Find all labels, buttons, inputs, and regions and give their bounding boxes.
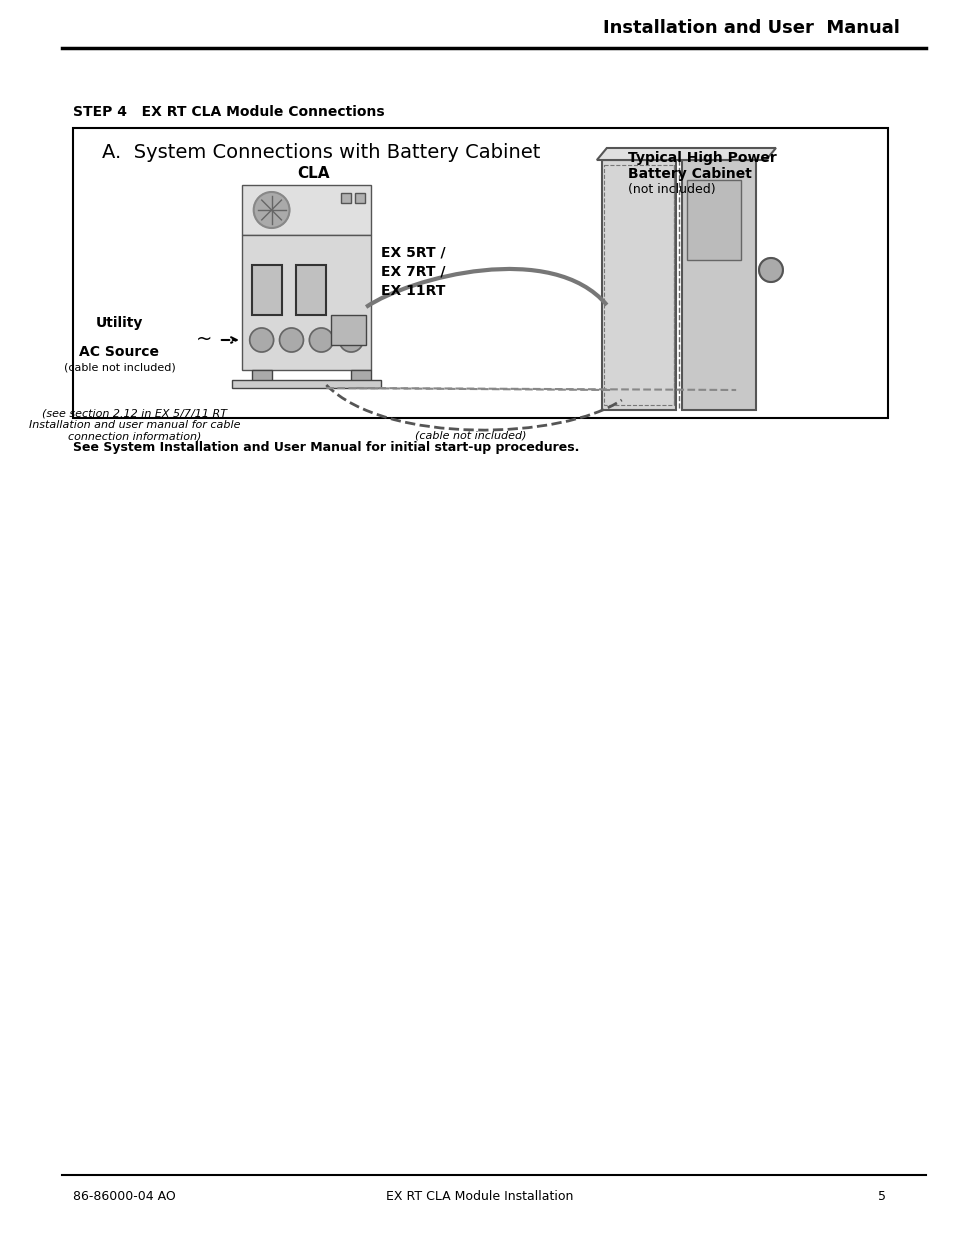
Text: A.  System Connections with Battery Cabinet: A. System Connections with Battery Cabin… <box>102 142 540 162</box>
Bar <box>252 370 272 382</box>
Bar <box>232 380 380 388</box>
Circle shape <box>309 329 333 352</box>
Circle shape <box>279 329 303 352</box>
Text: 86-86000-04 AO: 86-86000-04 AO <box>72 1191 175 1203</box>
Bar <box>241 185 371 235</box>
Bar <box>603 165 673 405</box>
Circle shape <box>759 258 782 282</box>
Bar <box>331 315 366 345</box>
Bar <box>296 266 326 315</box>
Bar <box>252 266 281 315</box>
Text: EX RT CLA Module Installation: EX RT CLA Module Installation <box>385 1191 573 1203</box>
Text: (cable not included): (cable not included) <box>415 430 526 440</box>
Text: (not included): (not included) <box>627 184 715 196</box>
Text: (cable not included): (cable not included) <box>64 363 175 373</box>
Bar <box>686 180 740 261</box>
Text: Typical High Power: Typical High Power <box>627 151 776 165</box>
Bar <box>351 370 371 382</box>
Text: (see section 2.12 in EX 5/7/11 RT
Installation and user manual for cable
connect: (see section 2.12 in EX 5/7/11 RT Instal… <box>29 408 240 441</box>
Bar <box>601 161 675 410</box>
Text: Utility: Utility <box>95 316 143 330</box>
Polygon shape <box>597 148 775 161</box>
Text: EX 5RT /
EX 7RT /
EX 11RT: EX 5RT / EX 7RT / EX 11RT <box>380 245 445 298</box>
Bar <box>341 193 351 203</box>
Text: CLA: CLA <box>296 167 330 182</box>
Text: AC Source: AC Source <box>79 345 159 359</box>
Bar <box>72 128 887 417</box>
Text: Installation and User  Manual: Installation and User Manual <box>603 19 900 37</box>
Text: 5: 5 <box>878 1191 885 1203</box>
Bar <box>241 235 371 370</box>
Circle shape <box>250 329 274 352</box>
Text: STEP 4   EX RT CLA Module Connections: STEP 4 EX RT CLA Module Connections <box>72 105 384 119</box>
Bar <box>681 161 755 410</box>
Text: ~: ~ <box>195 330 212 348</box>
Text: Battery Cabinet: Battery Cabinet <box>627 167 751 182</box>
Bar <box>355 193 365 203</box>
Text: See System Installation and User Manual for initial start-up procedures.: See System Installation and User Manual … <box>72 441 578 454</box>
Circle shape <box>253 191 289 228</box>
Circle shape <box>339 329 363 352</box>
